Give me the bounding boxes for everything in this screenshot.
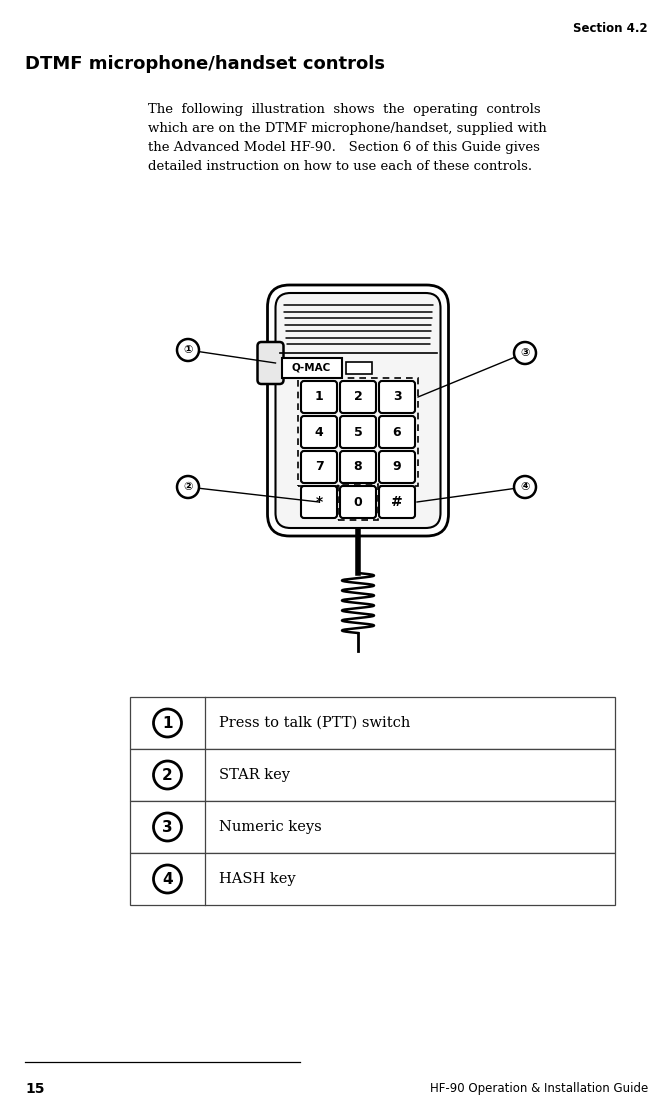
Text: 6: 6 [392, 425, 401, 439]
Text: The  following  illustration  shows  the  operating  controls: The following illustration shows the ope… [148, 103, 541, 116]
Text: 15: 15 [25, 1082, 44, 1096]
FancyBboxPatch shape [267, 285, 448, 536]
Text: the Advanced Model HF-90.   Section 6 of this Guide gives: the Advanced Model HF-90. Section 6 of t… [148, 141, 540, 154]
Bar [130, 697, 615, 749]
FancyBboxPatch shape [340, 416, 376, 448]
FancyBboxPatch shape [301, 486, 337, 518]
Bar [338, 485, 378, 520]
Text: ②: ② [183, 482, 193, 492]
FancyBboxPatch shape [257, 342, 284, 384]
Bar [298, 378, 418, 486]
FancyBboxPatch shape [379, 416, 415, 448]
Text: 2: 2 [353, 391, 362, 404]
Text: *: * [315, 495, 323, 509]
Bar [130, 749, 615, 801]
Text: 0: 0 [353, 496, 362, 508]
Text: 2: 2 [162, 768, 173, 782]
FancyBboxPatch shape [379, 380, 415, 413]
FancyBboxPatch shape [340, 451, 376, 483]
Text: 3: 3 [162, 819, 173, 835]
FancyBboxPatch shape [340, 380, 376, 413]
Text: 5: 5 [353, 425, 362, 439]
Text: 4: 4 [314, 425, 323, 439]
Text: Numeric keys: Numeric keys [219, 820, 322, 834]
Text: 1: 1 [162, 715, 173, 731]
FancyBboxPatch shape [301, 380, 337, 413]
FancyBboxPatch shape [379, 486, 415, 518]
Text: 3: 3 [392, 391, 401, 404]
Text: STAR key: STAR key [219, 768, 290, 782]
Text: DTMF microphone/handset controls: DTMF microphone/handset controls [25, 55, 385, 73]
Text: 7: 7 [314, 461, 323, 473]
Text: Section 4.2: Section 4.2 [573, 22, 648, 35]
Text: #: # [391, 495, 403, 509]
FancyBboxPatch shape [345, 363, 372, 374]
FancyBboxPatch shape [301, 416, 337, 448]
FancyBboxPatch shape [282, 358, 341, 378]
Text: HASH key: HASH key [219, 872, 296, 886]
Text: which are on the DTMF microphone/handset, supplied with: which are on the DTMF microphone/handset… [148, 122, 547, 135]
FancyBboxPatch shape [379, 451, 415, 483]
Text: 9: 9 [392, 461, 401, 473]
Bar [130, 801, 615, 853]
Text: 1: 1 [314, 391, 323, 404]
Text: ④: ④ [520, 482, 530, 492]
FancyBboxPatch shape [340, 486, 376, 518]
FancyBboxPatch shape [276, 293, 441, 528]
Text: detailed instruction on how to use each of these controls.: detailed instruction on how to use each … [148, 160, 532, 173]
Bar [130, 853, 615, 905]
Text: 8: 8 [353, 461, 362, 473]
FancyBboxPatch shape [301, 451, 337, 483]
Text: 4: 4 [162, 872, 173, 886]
Text: Press to talk (PTT) switch: Press to talk (PTT) switch [219, 716, 411, 730]
Text: ③: ③ [520, 348, 530, 358]
Text: HF-90 Operation & Installation Guide: HF-90 Operation & Installation Guide [430, 1082, 648, 1096]
Text: Q-MAC: Q-MAC [292, 363, 331, 373]
Text: ①: ① [183, 345, 193, 355]
